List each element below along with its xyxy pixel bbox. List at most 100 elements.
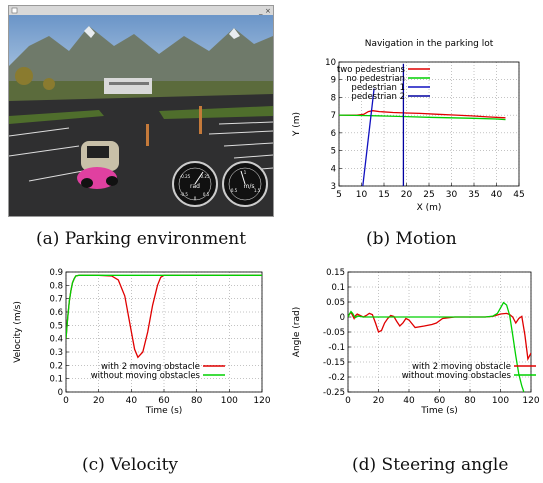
x-tick-label: 80 [464, 396, 476, 406]
y-tick-label: 7 [331, 111, 336, 121]
y-tick-label: 0 [340, 313, 345, 323]
gauge-tick: 0.5 [231, 188, 238, 193]
x-tick-label: 20 [93, 396, 105, 406]
y-tick-label: 0.3 [49, 348, 63, 358]
x-tick-label: 80 [191, 396, 203, 406]
y-axis-label: Velocity (m/s) [13, 301, 23, 363]
y-tick-label: -0.15 [323, 358, 345, 368]
y-tick-label: 0.1 [331, 283, 345, 293]
y-tick-label: 0.8 [49, 281, 63, 291]
speed-gauge-unit: m/s [244, 183, 255, 190]
y-tick-label: -0.05 [323, 328, 345, 338]
window-titlebar [9, 6, 273, 15]
window-close-icon[interactable]: × [265, 7, 271, 15]
x-tick-label: 0 [63, 396, 69, 406]
y-tick-label: 0.5 [49, 321, 63, 331]
series-line-3 [362, 88, 375, 186]
window-menu-icon[interactable] [11, 7, 18, 14]
vehicle [77, 141, 119, 189]
x-tick-label: 40 [126, 396, 138, 406]
caption-c: (c) Velocity [82, 455, 179, 475]
steering-chart: 0 20 40 60 80 100 120 -0.25 -0.2 -0.15 -0.1 -0.05 0 0… [292, 268, 540, 416]
y-tick-label: 5 [331, 147, 336, 157]
steering-gauge-unit: rad [190, 183, 200, 190]
legend-label: with 2 moving obstacle [101, 362, 200, 372]
y-tick-label: -0.25 [323, 388, 345, 398]
legend-label: without moving obstacles [91, 371, 201, 381]
series-line-2 [339, 114, 506, 121]
gauge-tick: 1.5 [254, 188, 261, 193]
legend-label: two pedestrians [337, 65, 406, 75]
y-tick-label: 0.1 [49, 375, 63, 385]
y-tick-label: 0.4 [49, 335, 63, 345]
y-tick-label: 0.05 [326, 298, 345, 308]
caption-d: (d) Steering angle [352, 455, 509, 475]
window-minimize-icon[interactable]: _ [258, 7, 263, 15]
x-tick-label: 60 [434, 396, 446, 406]
chart-title: Navigation in the parking lot [365, 39, 494, 49]
parking-lines [9, 121, 273, 182]
y-axis-label: Y (m) [292, 112, 302, 137]
caption-b: (b) Motion [366, 229, 457, 249]
gauge-tick: 1 [244, 170, 247, 175]
y-tick-label: 10 [325, 58, 336, 68]
y-tick-label: 0.7 [49, 295, 63, 305]
pedestrian-post [146, 124, 149, 146]
y-tick-label: 0.9 [49, 268, 63, 278]
legend-label: with 2 moving obstacle [412, 362, 511, 372]
mountains [9, 26, 273, 96]
grass-strip [9, 110, 104, 124]
x-tick-label: 60 [158, 396, 170, 406]
snow-cap [84, 26, 95, 38]
snow-cap [229, 28, 240, 39]
x-tick-label: 100 [221, 396, 238, 406]
y-tick-label: 0.15 [326, 268, 345, 278]
steering-gauge: rad -0.25 0.25 -0.5 0.5 0 [172, 161, 218, 207]
y-tick-label: 9 [331, 76, 336, 86]
x-tick-label: 35 [468, 190, 479, 200]
gauge-tick: 0.25 [201, 174, 210, 179]
x-tick-label: 120 [522, 396, 539, 406]
y-tick-label: -0.1 [328, 343, 345, 353]
x-tick-label: 45 [513, 190, 524, 200]
building [104, 78, 152, 94]
y-tick-label: 3 [331, 182, 336, 192]
y-tick-label: 8 [331, 93, 336, 103]
x-tick-label: 40 [403, 396, 415, 406]
building-windows [109, 82, 149, 85]
y-tick-label: 4 [331, 164, 336, 174]
x-tick-label: 40 [491, 190, 503, 200]
y-tick-label: -0.2 [328, 373, 345, 383]
y-axis-label: Angle (rad) [292, 307, 302, 357]
simulator-window: _ × [8, 5, 274, 217]
y-tick-label: 0.6 [49, 308, 63, 318]
gauge-tick: -0.5 [180, 192, 188, 197]
x-tick-label: 20 [373, 396, 385, 406]
tree [43, 78, 55, 90]
x-tick-label: 20 [401, 190, 413, 200]
x-axis-label: X (m) [417, 203, 442, 213]
legend-label: no pedestrian [346, 74, 405, 84]
gauge-tick: 0 [194, 196, 197, 201]
x-tick-label: 120 [253, 396, 270, 406]
series-line-1 [339, 110, 506, 119]
parking-scene: _ × [9, 6, 273, 216]
tree [15, 67, 33, 85]
velocity-chart: 0 20 40 60 80 100 120 0 0.1 0.2 0.3 0.4 0.5 0.6 0.7 0.8… [13, 268, 271, 416]
y-tick-label: 0.2 [49, 361, 63, 371]
legend-label: without moving obstacles [402, 371, 512, 381]
caption-a: (a) Parking environment [36, 229, 247, 249]
x-tick-label: 10 [356, 190, 368, 200]
x-tick-label: 25 [423, 190, 434, 200]
x-tick-label: 5 [336, 190, 342, 200]
x-axis-label: Time (s) [420, 406, 458, 416]
gauge-tick: 0.5 [203, 192, 210, 197]
legend-label: pedestrian 2 [351, 92, 405, 102]
legend-label: pedestrian 1 [351, 83, 405, 93]
speed-gauge: m/s 1 0.5 1.5 [222, 161, 268, 207]
y-tick-label: 0 [58, 388, 63, 398]
x-tick-label: 30 [446, 190, 458, 200]
series-line-2 [66, 274, 262, 339]
x-tick-label: 15 [378, 190, 389, 200]
